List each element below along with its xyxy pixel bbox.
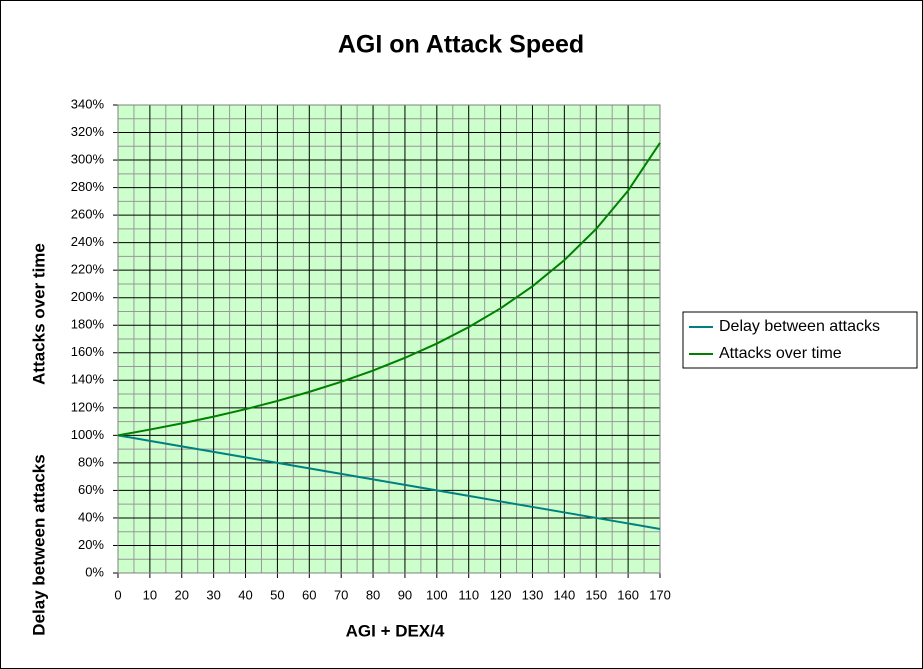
y-tick-label: 20% (78, 537, 104, 552)
x-tick-label: 160 (617, 587, 639, 602)
y-tick-label: 0% (85, 564, 104, 579)
x-tick-label: 140 (554, 587, 576, 602)
series-line (117, 434, 661, 530)
y-axis-label: Delay between attacks (29, 454, 48, 635)
y-tick-label: 340% (71, 96, 105, 111)
x-tick-label: 60 (302, 587, 316, 602)
y-tick-label: 120% (71, 399, 105, 414)
y-tick-label: 180% (71, 317, 105, 332)
y-tick-label: 100% (71, 427, 105, 442)
legend-box (682, 311, 918, 369)
x-tick-label: 90 (398, 587, 412, 602)
y-tick-label: 200% (71, 289, 105, 304)
x-tick-label: 100 (426, 587, 448, 602)
series-line (117, 142, 661, 437)
x-tick-label: 130 (522, 587, 544, 602)
x-tick-label: 50 (270, 587, 284, 602)
x-tick-label: 120 (490, 587, 512, 602)
y-tick-label: 40% (78, 509, 104, 524)
x-tick-label: 30 (206, 587, 220, 602)
plot-border (117, 104, 661, 574)
y-tick-label: 140% (71, 372, 105, 387)
y-tick-label: 260% (71, 207, 105, 222)
legend-label: Delay between attacks (719, 318, 880, 335)
legend-label: Attacks over time (719, 345, 842, 362)
x-tick-label: 40 (238, 587, 252, 602)
chart-title: AGI on Attack Speed (338, 31, 584, 59)
y-tick-label: 320% (71, 124, 105, 139)
x-tick-label: 20 (175, 587, 189, 602)
y-tick-label: 300% (71, 151, 105, 166)
x-tick-label: 70 (334, 587, 348, 602)
x-tick-label: 170 (649, 587, 671, 602)
x-tick-label: 110 (458, 587, 479, 602)
x-axis-label: AGI + DEX/4 (346, 621, 445, 640)
y-tick-label: 160% (71, 344, 105, 359)
x-tick-label: 80 (366, 587, 380, 602)
x-tick-label: 10 (143, 587, 157, 602)
y-tick-label: 280% (71, 179, 105, 194)
y-tick-label: 60% (78, 482, 104, 497)
y-tick-label: 220% (71, 262, 105, 277)
x-tick-label: 150 (585, 587, 607, 602)
y-tick-label: 240% (71, 234, 105, 249)
y-tick-label: 80% (78, 454, 104, 469)
x-tick-label: 0 (114, 587, 121, 602)
y-axis-label: Attacks over time (29, 243, 48, 385)
